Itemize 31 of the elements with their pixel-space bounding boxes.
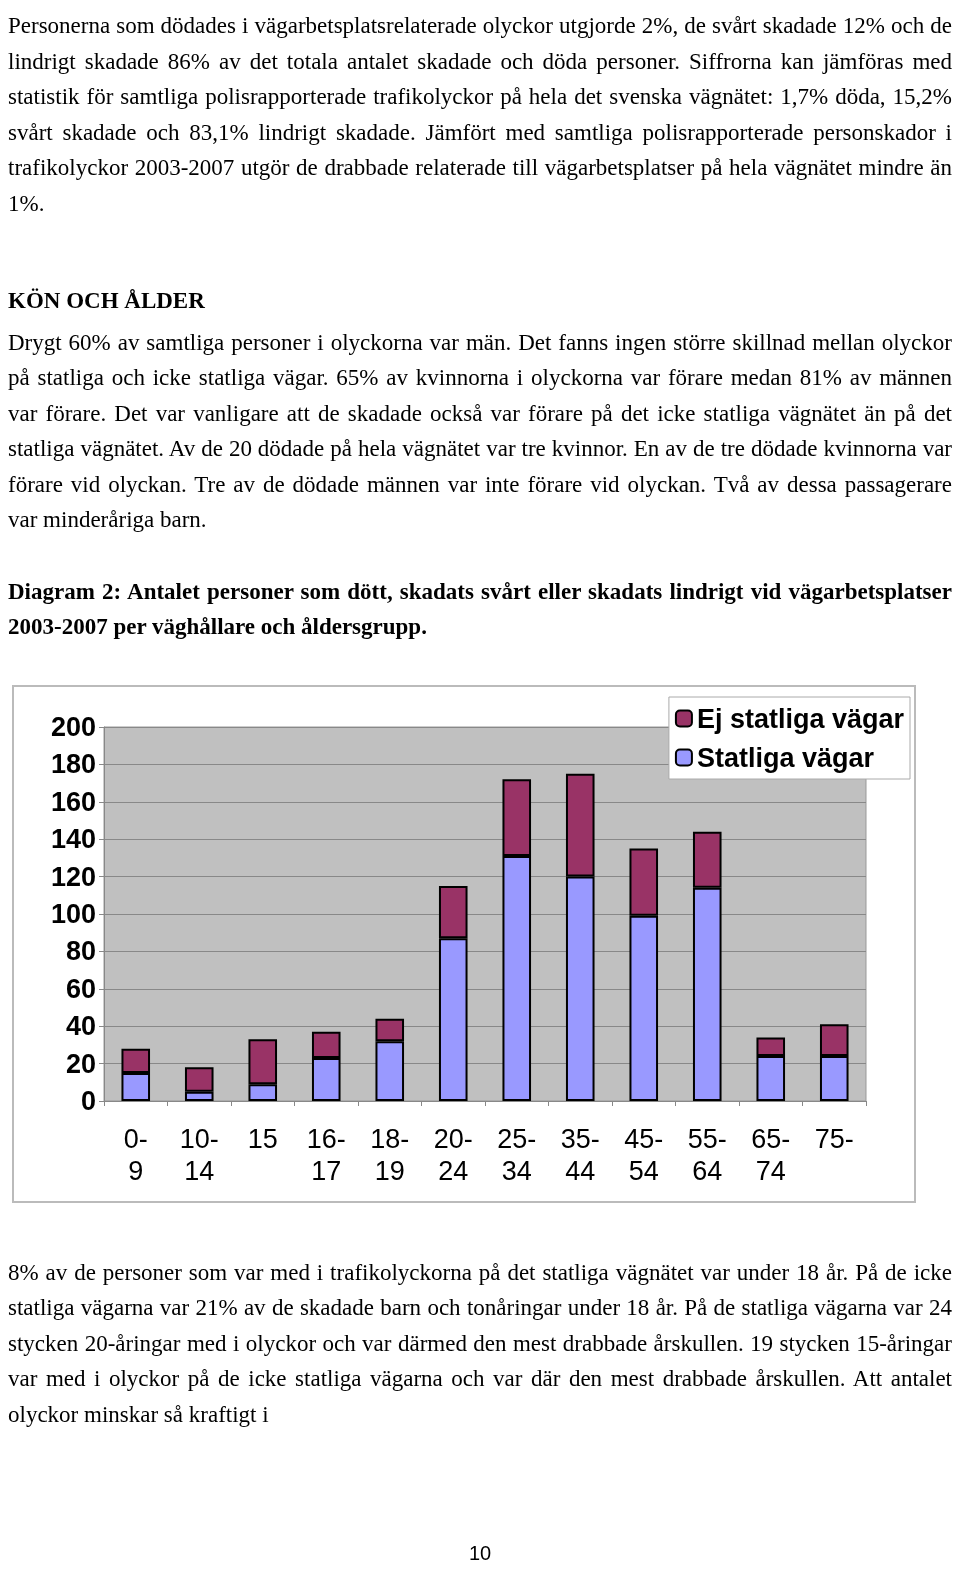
x-tick-label: 25-34 — [497, 1123, 537, 1186]
y-tick-label: 100 — [50, 898, 96, 929]
y-tick-label: 60 — [65, 973, 96, 1004]
text: 8% av de personer som var med i trafikolyckorna på det statliga vägnätet var under 18 år. På de icke statliga vägarna var 21% av de skadade barn och tonåringar under 18 år. På de statliga vägarna var 24 stycken 20-åringar med i olyckor och var därmed den mest drabbade årskullen. 19 stycken 15-åringar var med i olyckor på de icke statliga vägarna och var där den mest drabbade årskullen. Att antalet olyckor minskar så kraftigt i — [8, 1258, 952, 1429]
y-tick-label: 120 — [50, 861, 96, 892]
y-tick-label: 80 — [65, 935, 96, 966]
x-tick-label: 65-74 — [751, 1123, 791, 1186]
x-tick-label: 16-17 — [306, 1123, 346, 1186]
text: Drygt 60% av samtliga personer i olyckorna var män. Det fanns ingen större skillnad mellan olyckor på statliga och icke statliga vägar. 65% av kvinnorna i olyckorna var förare medan 81% av männen var förare. Det var vanligare att de skadade också var förare på det icke statliga vägnätet än på det statliga vägnätet. Av de 20 dödade på hela vägnätet var tre kvinnor. En av de tre dödade kvinnorna var förare vid olyckan. Tre av de dödade männen var inte förare vid olyckan. Två av dessa passagerare var minderåriga barn. — [8, 328, 952, 534]
legend-label: Statliga vägar — [696, 742, 875, 772]
x-tick-label: 75- — [814, 1123, 854, 1154]
x-tick-label: 45-54 — [624, 1123, 664, 1186]
y-tick-label: 20 — [65, 1048, 96, 1079]
x-tick-label: 0-9 — [123, 1123, 148, 1186]
y-tick-label: 40 — [65, 1010, 96, 1041]
y-tick-label: 180 — [50, 748, 96, 779]
x-tick-label: 35-44 — [560, 1123, 600, 1186]
y-tick-label: 140 — [50, 823, 96, 854]
chart-title: Diagram 2: Antalet personer som dött, skadats svårt eller skadats lindrigt vid vägarbetsplatser 2003-2007 per väghållare och åldersgrupp. — [8, 577, 952, 641]
y-tick-label: 200 — [50, 711, 96, 742]
x-tick-label: 10-14 — [179, 1123, 219, 1186]
x-tick-label: 20-24 — [433, 1123, 473, 1186]
text: 10 — [467, 1542, 493, 1565]
text: KÖN OCH ÅLDER — [8, 287, 206, 315]
text: Personerna som dödades i vägarbetsplatsrelaterade olyckor utgjorde 2%, de svårt skadade 12% och de lindrigt skadade 86% av det totala antalet skadade och döda personer. Siffrorna kan jämföras med statistik för samtliga polisrapporterade trafikolyckor på hela det svenska vägnätet: 1,7% döda, 15,2% svårt skadade och 83,1% lindrigt skadade. Jämfört med samtliga polisrapporterade personskador i trafikolyckor 2003-2007 utgör de drabbade relaterade till vägarbetsplatser på hela vägnätet mindre än 1%. — [8, 12, 952, 218]
x-tick-label: 15 — [247, 1123, 278, 1154]
x-tick-label: 18-19 — [370, 1123, 410, 1186]
y-tick-label: 0 — [80, 1085, 96, 1116]
x-tick-label: 55-64 — [687, 1123, 727, 1186]
legend-label: Ej statliga vägar — [696, 703, 905, 733]
y-tick-label: 160 — [50, 786, 96, 817]
